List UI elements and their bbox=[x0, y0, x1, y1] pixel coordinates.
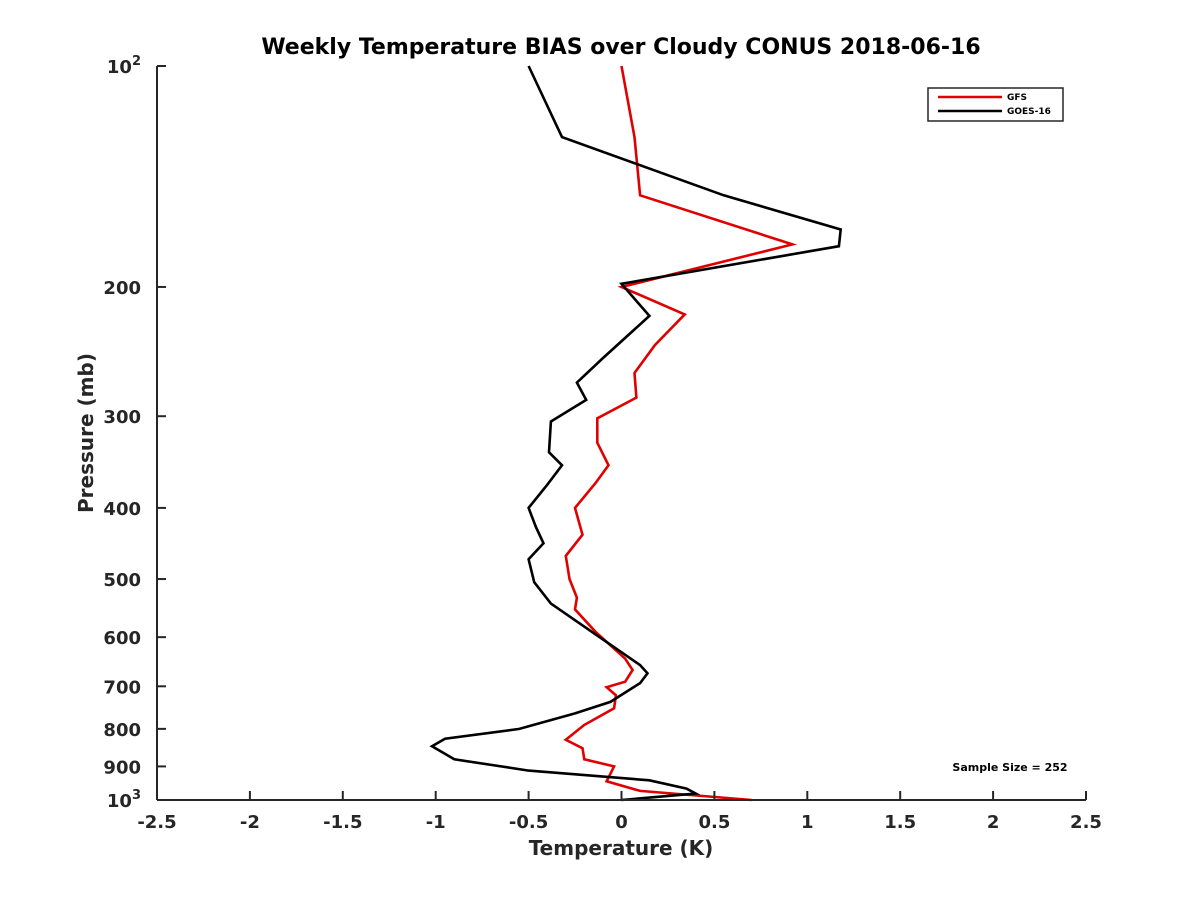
y-tick-label: 103 bbox=[107, 788, 141, 812]
y-tick-label: 400 bbox=[103, 499, 141, 520]
y-tick-label: 900 bbox=[103, 757, 141, 778]
legend-label-goes-16: GOES-16 bbox=[1007, 107, 1051, 117]
x-tick-label: -2 bbox=[240, 812, 260, 833]
series-line-goes-16 bbox=[429, 65, 843, 802]
x-tick-label: 2 bbox=[987, 812, 1000, 833]
x-tick-label: -2.5 bbox=[137, 812, 176, 833]
legend-label-gfs: GFS bbox=[1007, 93, 1027, 103]
y-axis-label: Pressure (mb) bbox=[74, 353, 98, 513]
legend-box bbox=[927, 87, 1064, 122]
x-tick-label: -1 bbox=[426, 812, 446, 833]
series-line-gfs bbox=[563, 65, 798, 802]
legend: GFS GOES-16 bbox=[927, 87, 1064, 122]
y-tick-label: 700 bbox=[103, 677, 141, 698]
chart-title: Weekly Temperature BIAS over Cloudy CONU… bbox=[261, 35, 980, 60]
x-tick-label: -1.5 bbox=[323, 812, 362, 833]
y-tick-label: 500 bbox=[103, 570, 141, 591]
plot-lines bbox=[429, 65, 843, 802]
x-tick-label: 1 bbox=[801, 812, 814, 833]
y-tick-label: 300 bbox=[103, 407, 141, 428]
x-tick-label: 0.5 bbox=[698, 812, 730, 833]
x-tick-label: -0.5 bbox=[509, 812, 548, 833]
x-axis-label: Temperature (K) bbox=[529, 836, 714, 860]
y-tick-label: 800 bbox=[103, 720, 141, 741]
y-tick-label: 200 bbox=[103, 278, 141, 299]
sample-size-annotation: Sample Size = 252 bbox=[952, 761, 1067, 774]
y-tick-label: 600 bbox=[103, 628, 141, 649]
x-tick-label: 2.5 bbox=[1070, 812, 1102, 833]
x-tick-label: 0 bbox=[615, 812, 628, 833]
axes: -2.5 -2 -1.5 -1 -0.5 0 0.5 1 1.5 2 2.5 102 200 300 400… bbox=[103, 54, 1102, 833]
x-tick-label: 1.5 bbox=[884, 812, 916, 833]
y-tick-label: 102 bbox=[107, 54, 141, 78]
